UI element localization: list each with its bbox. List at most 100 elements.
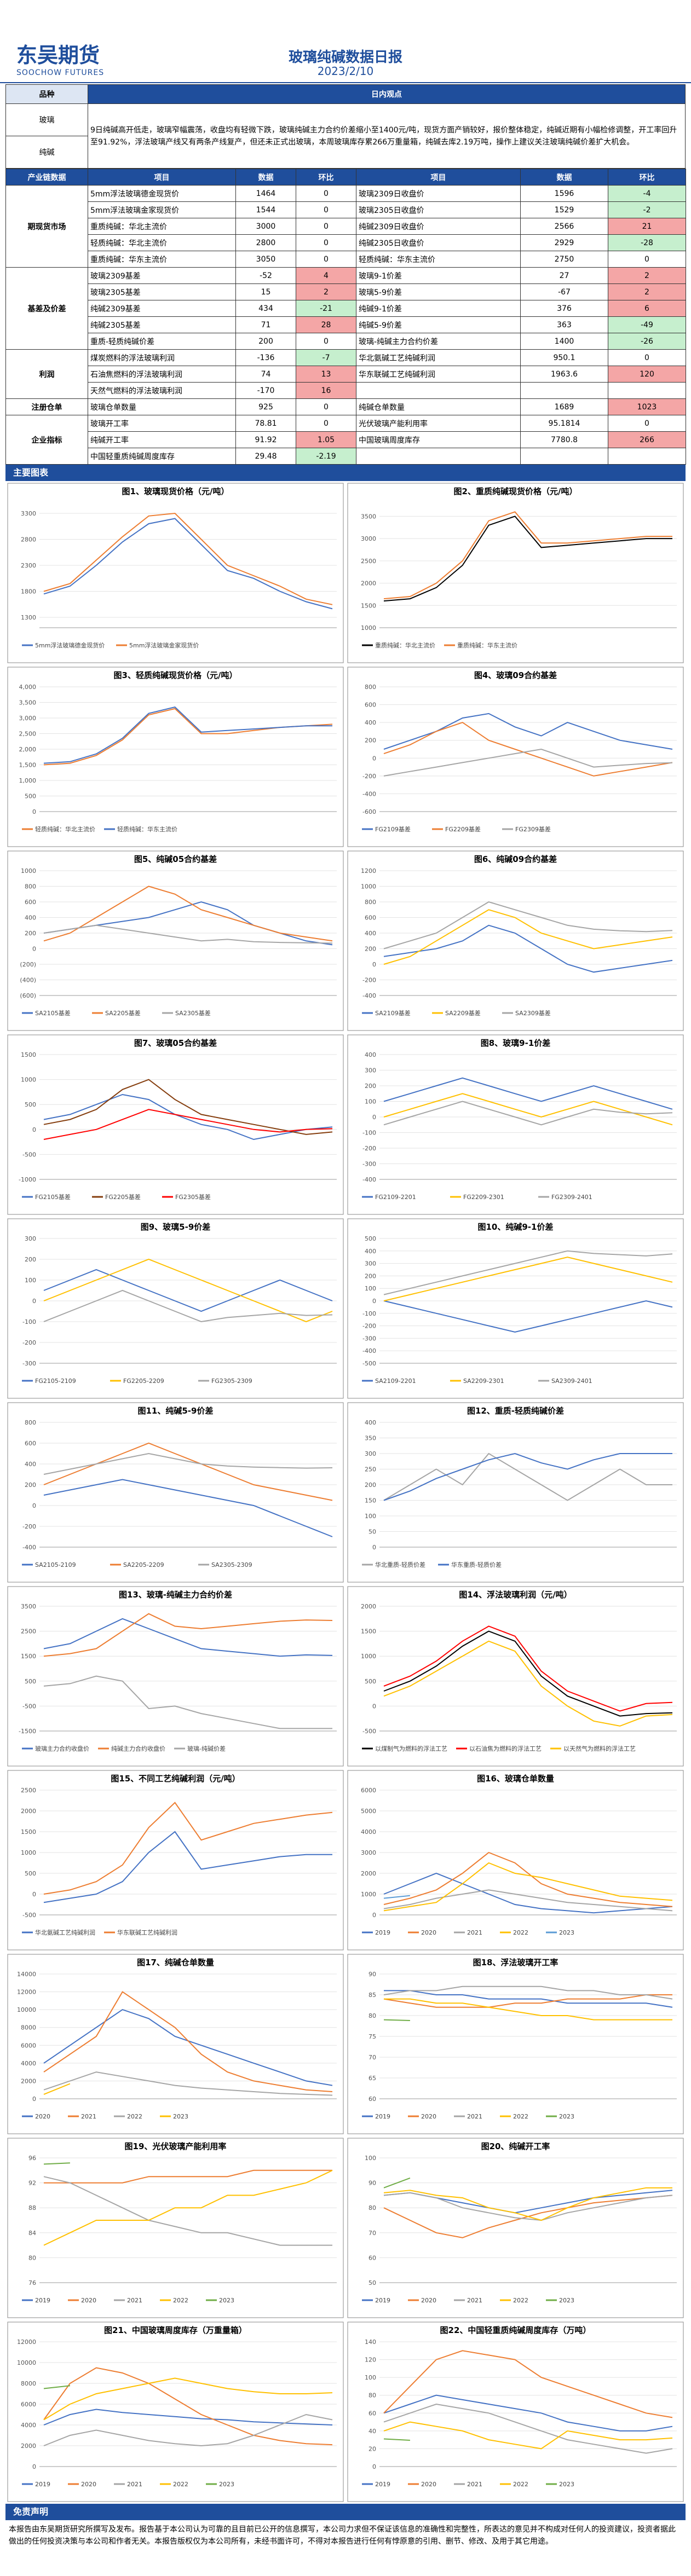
y-tick-label: -100 <box>362 1130 376 1137</box>
cell: 品种 <box>5 84 88 104</box>
y-tick-label: 2500 <box>21 1628 36 1635</box>
legend-label: 2022 <box>127 2113 142 2120</box>
chart: 图7、玻璃05合约基差 -1000 -500 0 500 1000 1500 FG2105基差… <box>7 1034 344 1215</box>
chart-frame <box>7 1034 344 1215</box>
cell: 1963.6 <box>520 366 608 383</box>
y-tick-label: 200 <box>365 737 376 744</box>
y-tick-label: 80 <box>368 2012 376 2019</box>
y-tick-label: 65 <box>368 2075 376 2082</box>
y-tick-label: 1,500 <box>19 762 37 769</box>
y-tick-label: 1500 <box>21 1051 36 1058</box>
series-line <box>43 1093 333 1141</box>
y-tick-label: 0 <box>32 946 36 953</box>
y-tick-label: -1500 <box>19 1728 36 1735</box>
cell: 16 <box>296 382 356 399</box>
chart-frame <box>347 1034 684 1215</box>
cell: 华北氨碱工艺纯碱利润 <box>356 349 521 366</box>
cell <box>520 382 608 399</box>
cell: -67 <box>520 283 608 300</box>
cell: 27 <box>520 267 608 284</box>
y-tick-label: 1300 <box>21 614 36 621</box>
chart-frame <box>7 2322 344 2502</box>
series-line <box>43 1442 333 1501</box>
cell: 玻璃9-1价差 <box>356 267 521 284</box>
chart-cell: 图22、中国轻重质纯碱周度库存（万吨） 0 20 40 60 80 100 120 140 201… <box>346 2320 686 2504</box>
y-tick-label: 100 <box>365 1513 376 1520</box>
cell: 重质-轻质纯碱价差 <box>88 333 236 350</box>
series-line <box>383 748 673 777</box>
legend-label: 2020 <box>421 2481 436 2488</box>
cell: 重质纯碱：华东主流价 <box>88 251 236 268</box>
cell: 925 <box>235 398 296 415</box>
y-tick-label: 10000 <box>17 2006 36 2013</box>
data-row: 玻璃2305基差 15 2 玻璃5-9价差 -67 2 <box>6 283 686 300</box>
y-tick-label: 400 <box>365 1419 376 1426</box>
chart-cell: 图10、纯碱9-1价差 -500 -400 -300 -200 -100 0 100 200 30… <box>346 1217 686 1400</box>
data-row: 期现货市场 5mm浮法玻璃德金现货价 1464 0 玻璃2309日收盘价 1596 -4 <box>5 185 686 268</box>
chart-title: 图4、玻璃09合约基差 <box>474 670 557 680</box>
cell: 0 <box>296 251 356 268</box>
cell: 1689 <box>520 398 608 415</box>
y-tick-label: 400 <box>25 914 36 922</box>
y-tick-label: -300 <box>22 1360 36 1367</box>
legend-label: 5mm浮法玻璃金家现货价 <box>129 641 199 649</box>
legend-label: 以煤制气为燃料的浮法工艺 <box>375 1745 447 1752</box>
cell: 纯碱5-9价差 <box>356 316 521 333</box>
series-line <box>43 2176 332 2246</box>
chart-title: 图15、不同工艺纯碱利润（元/吨） <box>111 1774 240 1784</box>
cell: -4 <box>608 185 686 202</box>
disclaimer: 本报告由东吴期货研究所撰写及发布。报告基于本公司认为可靠的且目前已公开的信息撰写… <box>9 2525 676 2546</box>
chart-title: 图7、玻璃05合约基差 <box>134 1038 217 1048</box>
chart-frame <box>7 1770 344 1950</box>
cell: -7 <box>296 349 356 366</box>
y-tick-label: 0 <box>372 1703 376 1710</box>
cell: 纯碱2305日收盘价 <box>356 234 521 251</box>
cell <box>356 448 521 465</box>
legend-label: 2022 <box>173 2297 188 2304</box>
chart-title: 图10、纯碱9-1价差 <box>478 1222 554 1232</box>
cell: 2800 <box>235 234 296 251</box>
legend-label: 2020 <box>81 2481 96 2488</box>
series-line <box>383 1872 673 1914</box>
cell: -26 <box>608 333 686 350</box>
legend-label: 2023 <box>559 1929 574 1936</box>
cell: 3000 <box>235 218 296 235</box>
cell: 376 <box>520 300 608 317</box>
chart: 图12、重质-轻质纯碱价差 0 50 100 150 200 250 300 350 400 华北重… <box>347 1402 684 1583</box>
view-table: 品种 日内观点 玻璃 9日纯碱高开低走，玻璃窄幅震荡，收盘均有轻微下跌，玻璃纯碱主力… <box>5 84 686 169</box>
y-tick-label: -300 <box>362 1335 376 1342</box>
cell: 71 <box>235 316 296 333</box>
chart-grid: 图1、玻璃现货价格（元/吨） 1300 1800 2300 2800 3300 5mm浮法玻… <box>5 481 691 2504</box>
chart-frame <box>7 850 344 1031</box>
chart-frame <box>347 2138 684 2318</box>
header-cell: 数据 <box>520 169 608 186</box>
y-tick-label: 200 <box>25 1481 36 1489</box>
date: 2023/2/10 <box>317 65 374 78</box>
legend-label: 2023 <box>559 2113 574 2120</box>
y-tick-label: -400 <box>362 790 376 797</box>
cell: 重质纯碱：华北主流价 <box>88 218 236 235</box>
series-line <box>43 2367 333 2446</box>
y-tick-label: 2800 <box>21 536 36 543</box>
series-line <box>43 2409 333 2426</box>
y-tick-label: 500 <box>25 1678 36 1685</box>
series-line <box>383 713 673 750</box>
chart-frame <box>347 850 684 1031</box>
chart: 图1、玻璃现货价格（元/吨） 1300 1800 2300 2800 3300 5mm浮法玻… <box>7 483 344 663</box>
cell: 石油焦燃料的浮法玻璃利润 <box>88 366 236 383</box>
data-row: 天然气燃料的浮法玻璃利润 -170 16 <box>6 382 686 399</box>
legend-label: 2021 <box>127 2297 142 2304</box>
y-tick-label: 1000 <box>361 883 376 890</box>
y-tick-label: 96 <box>28 2155 36 2162</box>
legend-label: 华东重质-轻质价差 <box>451 1561 502 1568</box>
legend-label: FG2205基差 <box>105 1193 141 1201</box>
y-tick-label: 1000 <box>361 624 376 632</box>
series-line <box>43 1802 333 1895</box>
cell: 2 <box>296 283 356 300</box>
cell: 363 <box>520 316 608 333</box>
series-line <box>43 1618 333 1657</box>
y-tick-label: 88 <box>28 2204 36 2212</box>
series-line <box>43 512 333 605</box>
legend-label: FG2105-2109 <box>35 1377 76 1385</box>
legend-label: SA2309-2401 <box>551 1377 592 1385</box>
